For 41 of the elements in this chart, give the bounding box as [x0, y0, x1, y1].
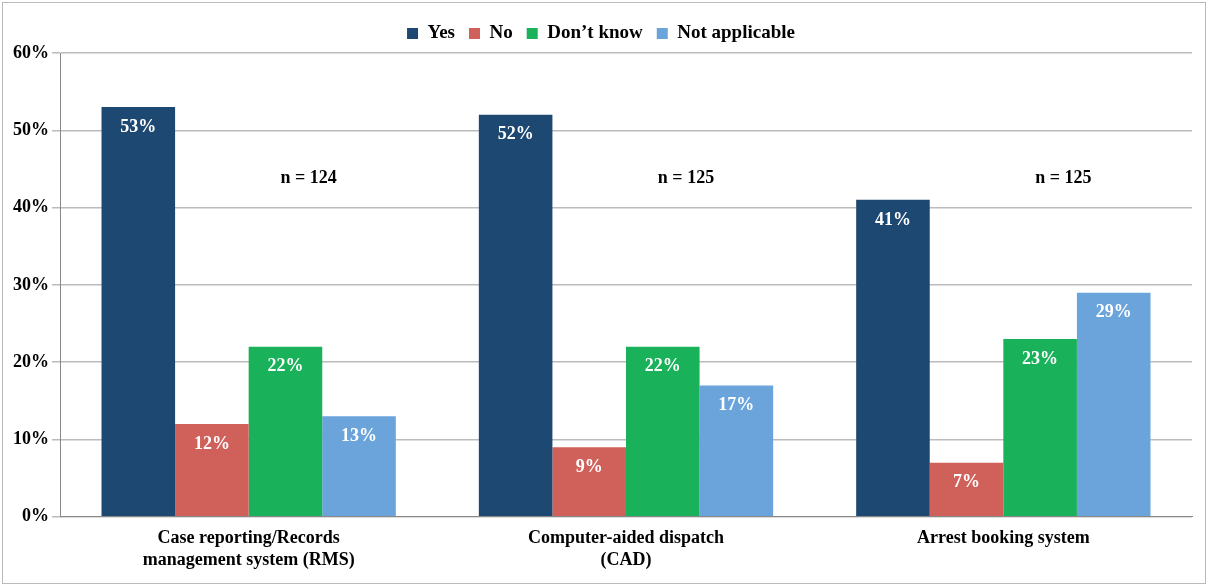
data-label: 17%: [718, 394, 755, 415]
bar: [1076, 292, 1151, 517]
x-tick-label: Arrest booking system: [917, 527, 1090, 548]
y-tick-label: 30%: [13, 273, 49, 294]
bar: [478, 114, 553, 517]
bar: [626, 346, 700, 517]
annotation: n = 125: [1035, 166, 1092, 187]
bar: [175, 424, 249, 517]
bar: [248, 346, 323, 517]
legend-label: Don’t know: [547, 21, 644, 43]
data-label: 29%: [1095, 301, 1132, 322]
y-tick-label: 0%: [22, 505, 49, 526]
data-label: 12%: [193, 432, 230, 453]
y-tick-label: 60%: [13, 41, 49, 62]
data-label: 52%: [497, 123, 534, 144]
data-label: 9%: [575, 455, 603, 476]
bar: [856, 199, 930, 517]
legend-label: Yes: [427, 21, 455, 43]
bar: [322, 416, 396, 517]
bar: [552, 447, 626, 517]
bar: [101, 107, 176, 517]
legend-label: Not applicable: [677, 21, 795, 43]
data-label: 53%: [120, 115, 157, 136]
legend-label: No: [489, 21, 513, 43]
y-tick-label: 20%: [13, 350, 49, 371]
data-label: 23%: [1022, 347, 1059, 368]
annotation: n = 125: [657, 166, 715, 187]
data-label: 22%: [267, 355, 304, 376]
x-tick-label: Computer-aided dispatch (CAD): [528, 527, 724, 570]
data-label: 7%: [953, 471, 981, 492]
annotation: n = 124: [280, 166, 337, 187]
bar: [1003, 339, 1077, 517]
y-tick-label: 10%: [13, 428, 49, 449]
y-tick-label: 40%: [13, 196, 49, 217]
data-label: 13%: [341, 424, 378, 445]
x-tick-label: Case reporting/Records management system (RMS): [142, 527, 355, 570]
y-tick-label: 50%: [13, 118, 49, 139]
bar: [699, 385, 774, 517]
data-label: 22%: [644, 355, 681, 376]
bar: [929, 462, 1004, 517]
data-label: 41%: [874, 208, 911, 229]
